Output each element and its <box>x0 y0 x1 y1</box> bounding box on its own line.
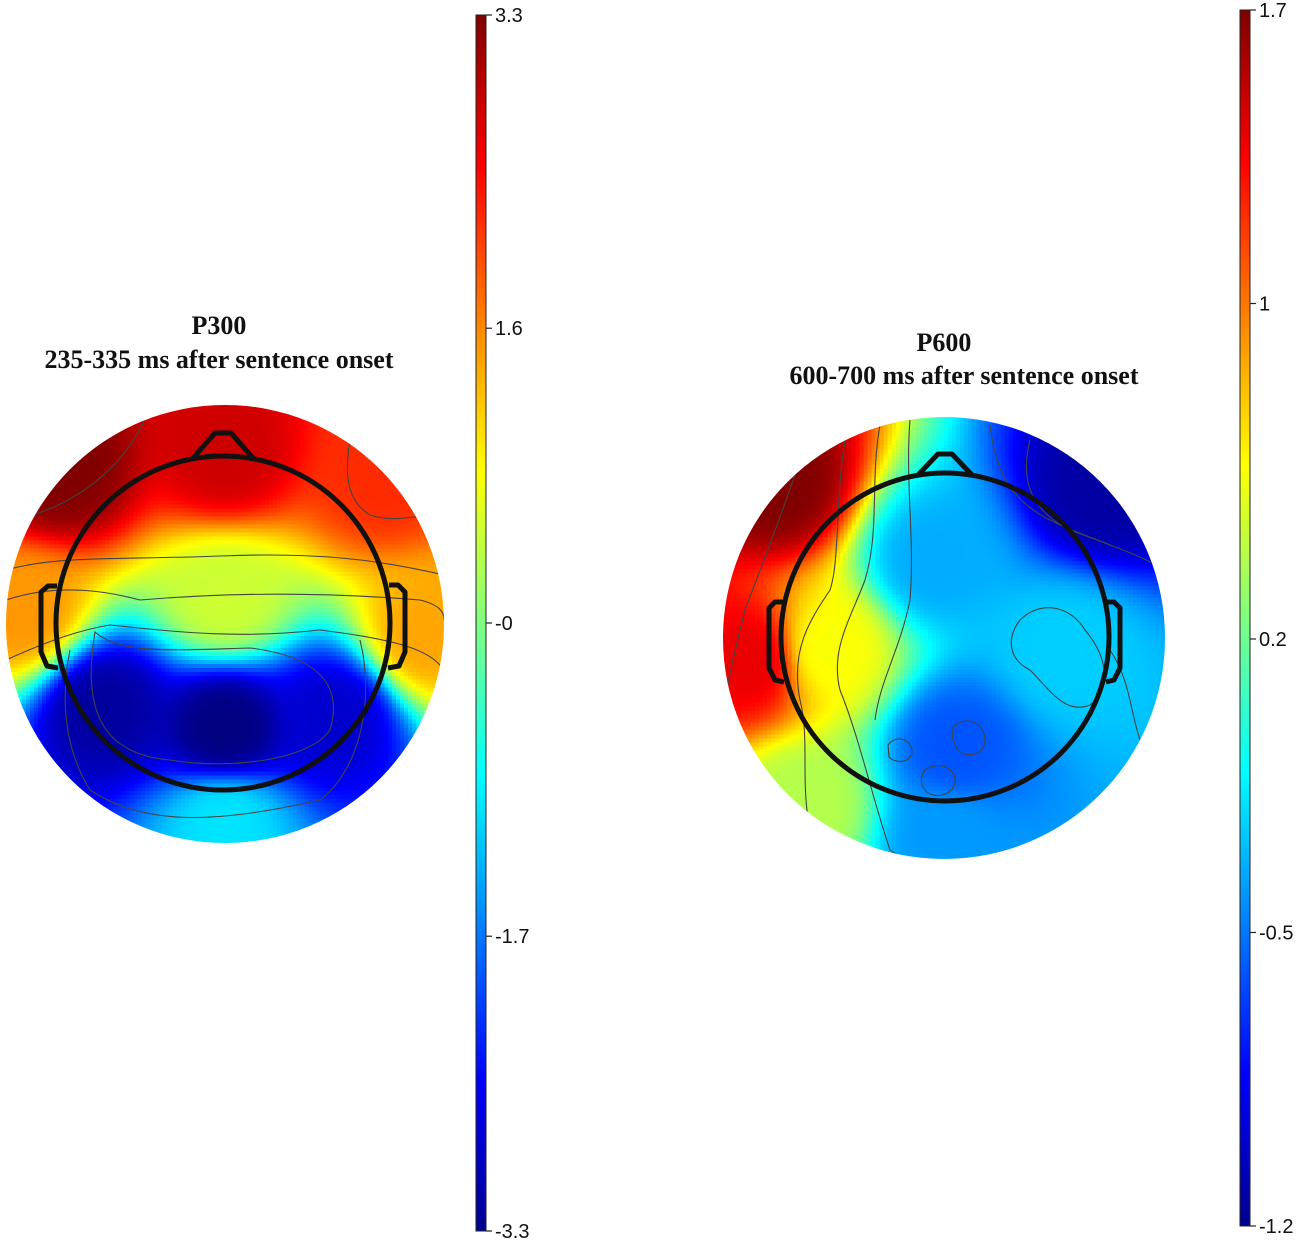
panel-subtitle: 235-335 ms after sentence onset <box>45 345 394 374</box>
colorbar-tick-label: -0 <box>495 613 513 635</box>
colorbar-tick-label: -3.3 <box>495 1221 529 1243</box>
colorbar-tick-label: -1.2 <box>1259 1216 1293 1238</box>
right-ear-icon <box>387 582 408 671</box>
left-ear-icon <box>38 583 59 671</box>
colorbar-tick-label: -0.5 <box>1259 922 1293 944</box>
scalp-map <box>723 417 1165 859</box>
panel-title: P300 <box>192 311 247 340</box>
colorbar-tick-label: -1.7 <box>495 926 529 948</box>
head-outline <box>38 430 408 793</box>
colorbar-tick-label: 1.6 <box>495 318 523 340</box>
head-outline <box>766 451 1123 804</box>
scalp-potential-heatmap <box>6 405 444 843</box>
colorbar-tick-label: 1.7 <box>1259 0 1287 22</box>
right-ear-icon <box>1105 599 1123 685</box>
head-circle <box>778 470 1112 804</box>
colorbar: 1.7 1 0.2 -0.5 -1.2 <box>1239 0 1293 1238</box>
colorbar-gradient <box>1239 9 1251 1227</box>
colorbar: 3.3 1.6 -0 -1.7 -3.3 <box>475 5 529 1243</box>
contour-lines <box>6 405 444 831</box>
head-circle <box>53 453 393 793</box>
colorbar-ticks: 3.3 1.6 -0 -1.7 -3.3 <box>486 5 529 1243</box>
colorbar-ticks: 1.7 1 0.2 -0.5 -1.2 <box>1250 0 1293 1238</box>
nose-icon <box>191 430 255 460</box>
colorbar-tick-label: 1 <box>1259 294 1270 316</box>
colorbar-tick-label: 0.2 <box>1259 629 1287 651</box>
scalp-map <box>6 405 444 843</box>
colorbar-tick-label: 3.3 <box>495 5 523 27</box>
panel-p600: P600 600-700 ms after sentence onset <box>723 0 1293 1238</box>
scalp-potential-heatmap <box>723 417 1165 859</box>
nose-icon <box>916 451 974 477</box>
panel-subtitle: 600-700 ms after sentence onset <box>790 361 1139 390</box>
panel-p300: P300 235-335 ms after sentence onset <box>6 5 529 1243</box>
panel-title: P600 <box>917 328 972 357</box>
colorbar-gradient <box>475 14 487 1232</box>
left-ear-icon <box>766 599 785 685</box>
